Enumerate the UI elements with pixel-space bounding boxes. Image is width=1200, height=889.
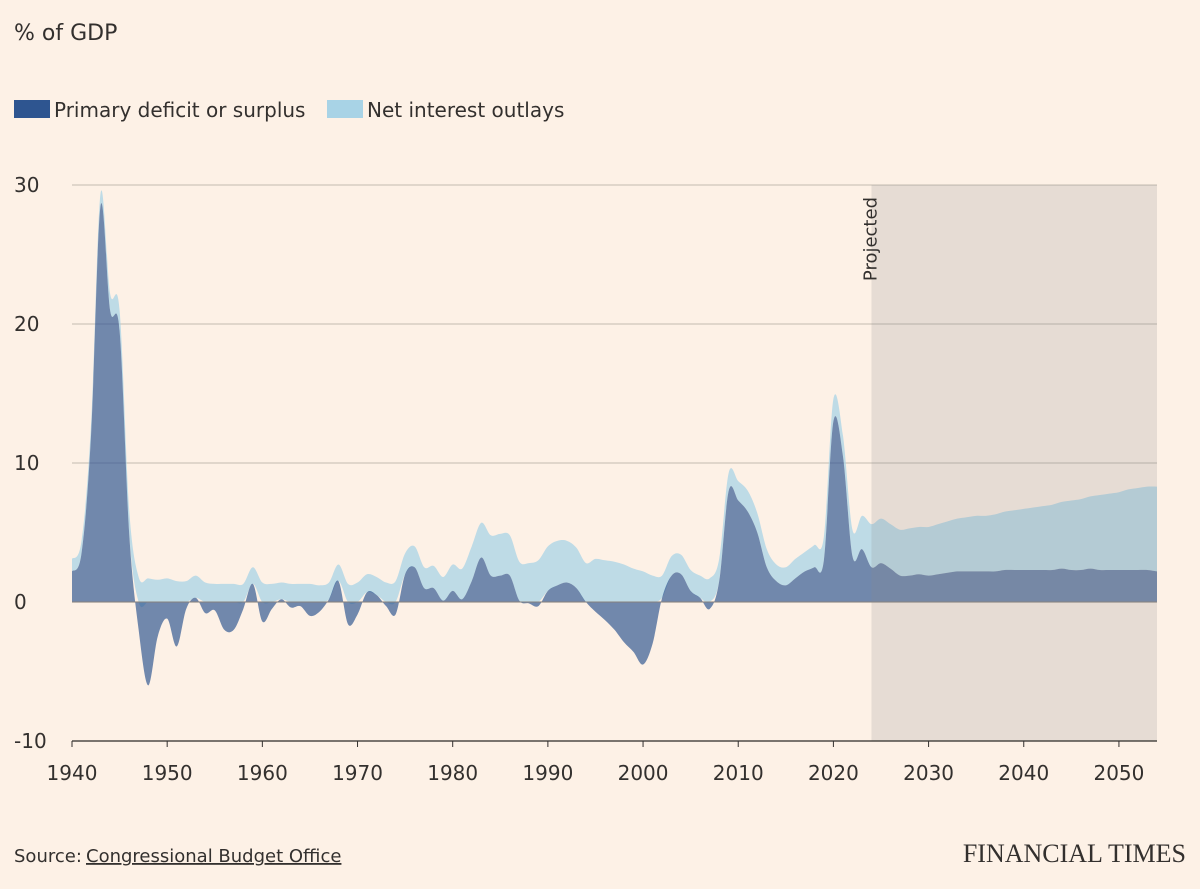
x-tick-label: 1960 xyxy=(237,761,288,785)
x-tick-label: 1970 xyxy=(332,761,383,785)
x-tick-label: 1990 xyxy=(522,761,573,785)
x-tick-label: 1950 xyxy=(142,761,193,785)
x-tick-label: 1980 xyxy=(427,761,478,785)
source-label: Source: xyxy=(14,846,82,867)
y-tick-label: -10 xyxy=(14,729,47,753)
legend-swatch xyxy=(14,100,50,118)
x-tick-label: 2030 xyxy=(903,761,954,785)
x-tick-label: 2000 xyxy=(618,761,669,785)
y-tick-label: 0 xyxy=(14,590,27,614)
x-tick-label: 2040 xyxy=(998,761,1049,785)
y-tick-label: 10 xyxy=(14,451,39,475)
x-tick-label: 1940 xyxy=(47,761,98,785)
legend-swatch xyxy=(327,100,363,118)
area xyxy=(72,190,1157,608)
chart-title: % of GDP xyxy=(14,21,117,46)
legend-label: Net interest outlays xyxy=(367,98,564,122)
legend-label: Primary deficit or surplus xyxy=(54,98,305,122)
y-tick-label: 30 xyxy=(14,173,39,197)
x-tick-label: 2050 xyxy=(1093,761,1144,785)
source-link[interactable]: Congressional Budget Office xyxy=(86,846,341,867)
x-tick-label: 2010 xyxy=(713,761,764,785)
brand-logo: FINANCIAL TIMES xyxy=(963,839,1186,868)
projected-region xyxy=(871,185,1157,741)
y-tick-label: 20 xyxy=(14,312,39,336)
projected-label: Projected xyxy=(860,197,881,281)
x-tick-label: 2020 xyxy=(808,761,859,785)
